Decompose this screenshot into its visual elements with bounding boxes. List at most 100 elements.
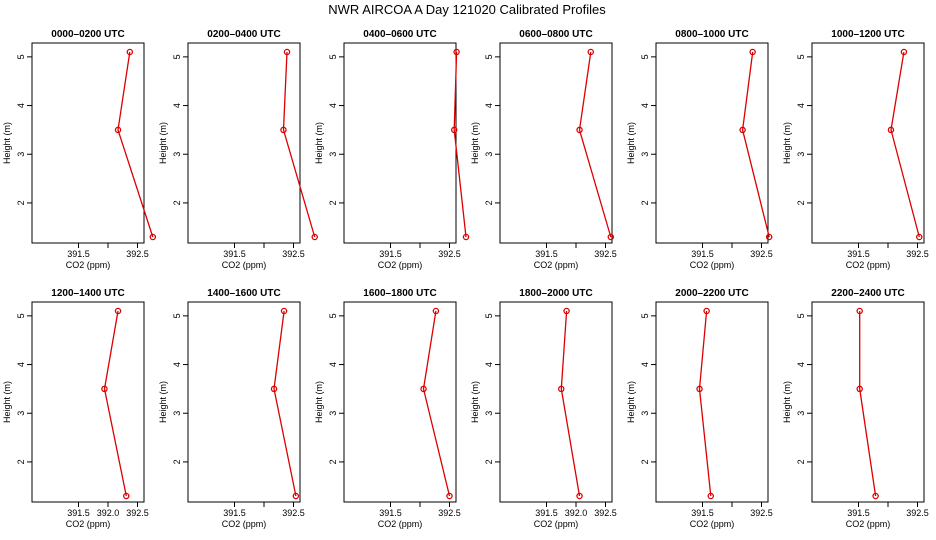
- y-tick-label: 4: [796, 362, 806, 367]
- data-point: [283, 48, 291, 56]
- x-tick-label: 392.5: [126, 249, 149, 259]
- x-tick-label: 392.5: [750, 249, 773, 259]
- x-axis-title: CO2 (ppm): [378, 519, 423, 529]
- x-axis-title: CO2 (ppm): [690, 260, 735, 270]
- profile-line: [103, 310, 127, 497]
- x-tick-label: 391.5: [223, 249, 246, 259]
- x-tick-label: 391.5: [535, 508, 558, 518]
- x-tick-label: 392.5: [282, 249, 305, 259]
- panel-title: 0400–0600 UTC: [363, 29, 436, 40]
- x-tick-label: 391.5: [691, 249, 714, 259]
- plot-frame: [31, 42, 145, 244]
- data-point: [696, 385, 703, 393]
- y-tick-label: 2: [796, 459, 806, 464]
- plot-frame: [655, 42, 769, 244]
- y-tick-label: 3: [328, 411, 338, 416]
- data-point: [453, 48, 460, 56]
- y-tick-label: 5: [484, 313, 494, 318]
- x-axis-title: CO2 (ppm): [846, 519, 891, 529]
- x-tick-label: 392.5: [438, 508, 461, 518]
- profile-panel: 1400–1600 UTC 391.5 392.5 CO2 (ppm) 2 3 4 5 Heig…: [158, 288, 305, 529]
- x-axis-title: CO2 (ppm): [690, 519, 735, 529]
- profile-line: [859, 311, 877, 497]
- data-point: [280, 126, 287, 134]
- y-tick-label: 4: [16, 362, 26, 367]
- y-tick-label: 5: [172, 313, 182, 318]
- x-tick-label: 392.5: [438, 249, 461, 259]
- plot-frame: [499, 42, 613, 244]
- profile-panel: 0400–0600 UTC 391.5 392.5 CO2 (ppm) 2 3 4 5 Heig…: [314, 29, 470, 270]
- data-point: [446, 492, 453, 500]
- y-tick-label: 4: [172, 103, 182, 108]
- y-axis-title: Height (m): [470, 381, 480, 423]
- y-tick-label: 5: [796, 54, 806, 59]
- profile-line: [741, 51, 770, 238]
- y-tick-label: 2: [484, 459, 494, 464]
- x-tick-label: 392.5: [906, 249, 929, 259]
- y-tick-label: 2: [640, 459, 650, 464]
- y-axis-title: Height (m): [626, 381, 636, 423]
- data-point: [765, 233, 773, 241]
- y-axis-title: Height (m): [314, 381, 324, 423]
- profile-panel: 0200–0400 UTC 391.5 392.5 CO2 (ppm) 2 3 4 5 Heig…: [158, 29, 318, 270]
- data-point: [450, 126, 458, 134]
- x-tick-label: 392.5: [750, 508, 773, 518]
- plot-frame: [343, 301, 457, 503]
- profile-line: [560, 310, 581, 497]
- profile-panel: 1600–1800 UTC 391.5 392.5 CO2 (ppm) 2 3 4 5 Heig…: [314, 288, 461, 529]
- x-tick-label: 391.5: [67, 249, 90, 259]
- y-tick-label: 5: [328, 54, 338, 59]
- y-axis-title: Height (m): [2, 122, 12, 164]
- x-tick-label: 392.5: [594, 508, 617, 518]
- data-point: [916, 233, 923, 241]
- data-point: [292, 492, 300, 500]
- x-tick-label: 391.5: [847, 508, 870, 518]
- data-point: [114, 307, 122, 315]
- profile-line: [890, 51, 920, 238]
- data-point: [749, 48, 756, 56]
- x-axis-title: CO2 (ppm): [222, 260, 267, 270]
- panel-title: 0800–1000 UTC: [675, 29, 748, 40]
- profile-line: [453, 51, 467, 238]
- x-axis-title: CO2 (ppm): [534, 519, 579, 529]
- profile-panel: 1800–2000 UTC 391.5 392.0 392.5 CO2 (ppm) 2 3 4…: [470, 288, 617, 529]
- x-tick-label: 391.5: [223, 508, 246, 518]
- x-tick-label: 392.0: [565, 508, 588, 518]
- panel-title: 1200–1400 UTC: [51, 288, 124, 299]
- data-point: [462, 233, 470, 241]
- profile-panel: 2200–2400 UTC 391.5 392.5 CO2 (ppm) 2 3 4 5 Heig…: [782, 288, 929, 529]
- data-point: [420, 385, 427, 393]
- plot-frame: [499, 301, 613, 503]
- y-axis-title: Height (m): [470, 122, 480, 164]
- x-tick-label: 391.5: [379, 508, 402, 518]
- data-point: [856, 307, 863, 315]
- x-tick-label: 392.5: [594, 249, 617, 259]
- x-tick-label: 392.5: [282, 508, 305, 518]
- data-point: [887, 126, 895, 134]
- profile-panel: 0800–1000 UTC 391.5 392.5 CO2 (ppm) 2 3 4 5 Heig…: [626, 29, 773, 270]
- y-axis-title: Height (m): [626, 122, 636, 164]
- y-axis-title: Height (m): [2, 381, 12, 423]
- y-tick-label: 5: [796, 313, 806, 318]
- y-axis-title: Height (m): [314, 122, 324, 164]
- x-tick-label: 391.5: [691, 508, 714, 518]
- x-axis-title: CO2 (ppm): [378, 260, 423, 270]
- profile-panel: 0600–0800 UTC 391.5 392.5 CO2 (ppm) 2 3 4 5 Heig…: [470, 29, 617, 270]
- y-tick-label: 5: [640, 54, 650, 59]
- figure-title: NWR AIRCOA A Day 121020 Calibrated Profi…: [328, 2, 606, 17]
- x-tick-label: 392.5: [906, 508, 929, 518]
- data-point: [607, 233, 615, 241]
- data-point: [900, 48, 908, 56]
- y-tick-label: 5: [484, 54, 494, 59]
- y-axis-title: Height (m): [782, 381, 792, 423]
- y-tick-label: 2: [484, 200, 494, 205]
- data-point: [576, 492, 583, 500]
- x-tick-label: 392.0: [97, 508, 120, 518]
- data-point: [587, 48, 595, 56]
- y-tick-label: 2: [328, 200, 338, 205]
- x-axis-title: CO2 (ppm): [66, 519, 111, 529]
- panel-title: 2200–2400 UTC: [831, 288, 904, 299]
- data-point: [739, 126, 746, 134]
- data-point: [101, 385, 108, 393]
